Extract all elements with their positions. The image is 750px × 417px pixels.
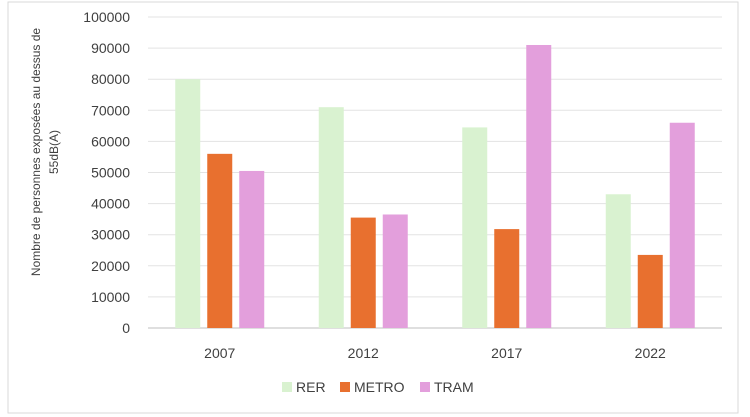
x-tick-label: 2017: [491, 345, 522, 361]
bar-tram-2012: [382, 214, 408, 328]
legend: RER METRO TRAM: [282, 379, 474, 395]
y-tick-label: 90000: [91, 40, 130, 56]
y-tick-label: 20000: [91, 258, 130, 274]
bar-metro-2022: [637, 254, 663, 328]
y-axis-title-line-2: 55dB(A): [47, 130, 61, 174]
bar-rer-2007: [175, 79, 201, 328]
y-tick-label: 10000: [91, 289, 130, 305]
y-tick-label: 30000: [91, 227, 130, 243]
bar-tram-2017: [526, 44, 552, 329]
y-tick-label: 0: [122, 320, 130, 336]
legend-swatch-metro: [340, 382, 350, 392]
legend-swatch-rer: [282, 382, 292, 392]
x-tick-label: 2012: [348, 345, 379, 361]
y-tick-label: 40000: [91, 196, 130, 212]
legend-label-metro: METRO: [354, 379, 405, 395]
y-tick-label: 80000: [91, 71, 130, 87]
x-tick-label: 2022: [635, 345, 666, 361]
bar-metro-2017: [494, 229, 520, 328]
x-axis-ticks: 2007 2012 2017 2022: [204, 345, 666, 361]
bar-rer-2022: [605, 194, 631, 328]
y-tick-label: 50000: [91, 165, 130, 181]
bar-metro-2012: [350, 217, 376, 328]
legend-swatch-tram: [420, 382, 430, 392]
y-tick-label: 60000: [91, 133, 130, 149]
y-tick-label: 100000: [83, 9, 130, 25]
bar-tram-2022: [669, 122, 695, 329]
y-axis-ticks: 0 10000 20000 30000 40000 50000 60000 70000 8000…: [83, 9, 130, 336]
bar-rer-2012: [318, 107, 344, 328]
bars: [175, 44, 695, 329]
x-tick-label: 2007: [204, 345, 235, 361]
y-tick-label: 70000: [91, 102, 130, 118]
legend-label-tram: TRAM: [434, 379, 474, 395]
bar-rer-2017: [462, 127, 488, 328]
bar-metro-2007: [207, 153, 233, 328]
bar-tram-2007: [239, 170, 265, 328]
legend-label-rer: RER: [296, 379, 326, 395]
y-axis-title-line-1: Nombre de personnes exposées au dessus d…: [29, 28, 43, 276]
